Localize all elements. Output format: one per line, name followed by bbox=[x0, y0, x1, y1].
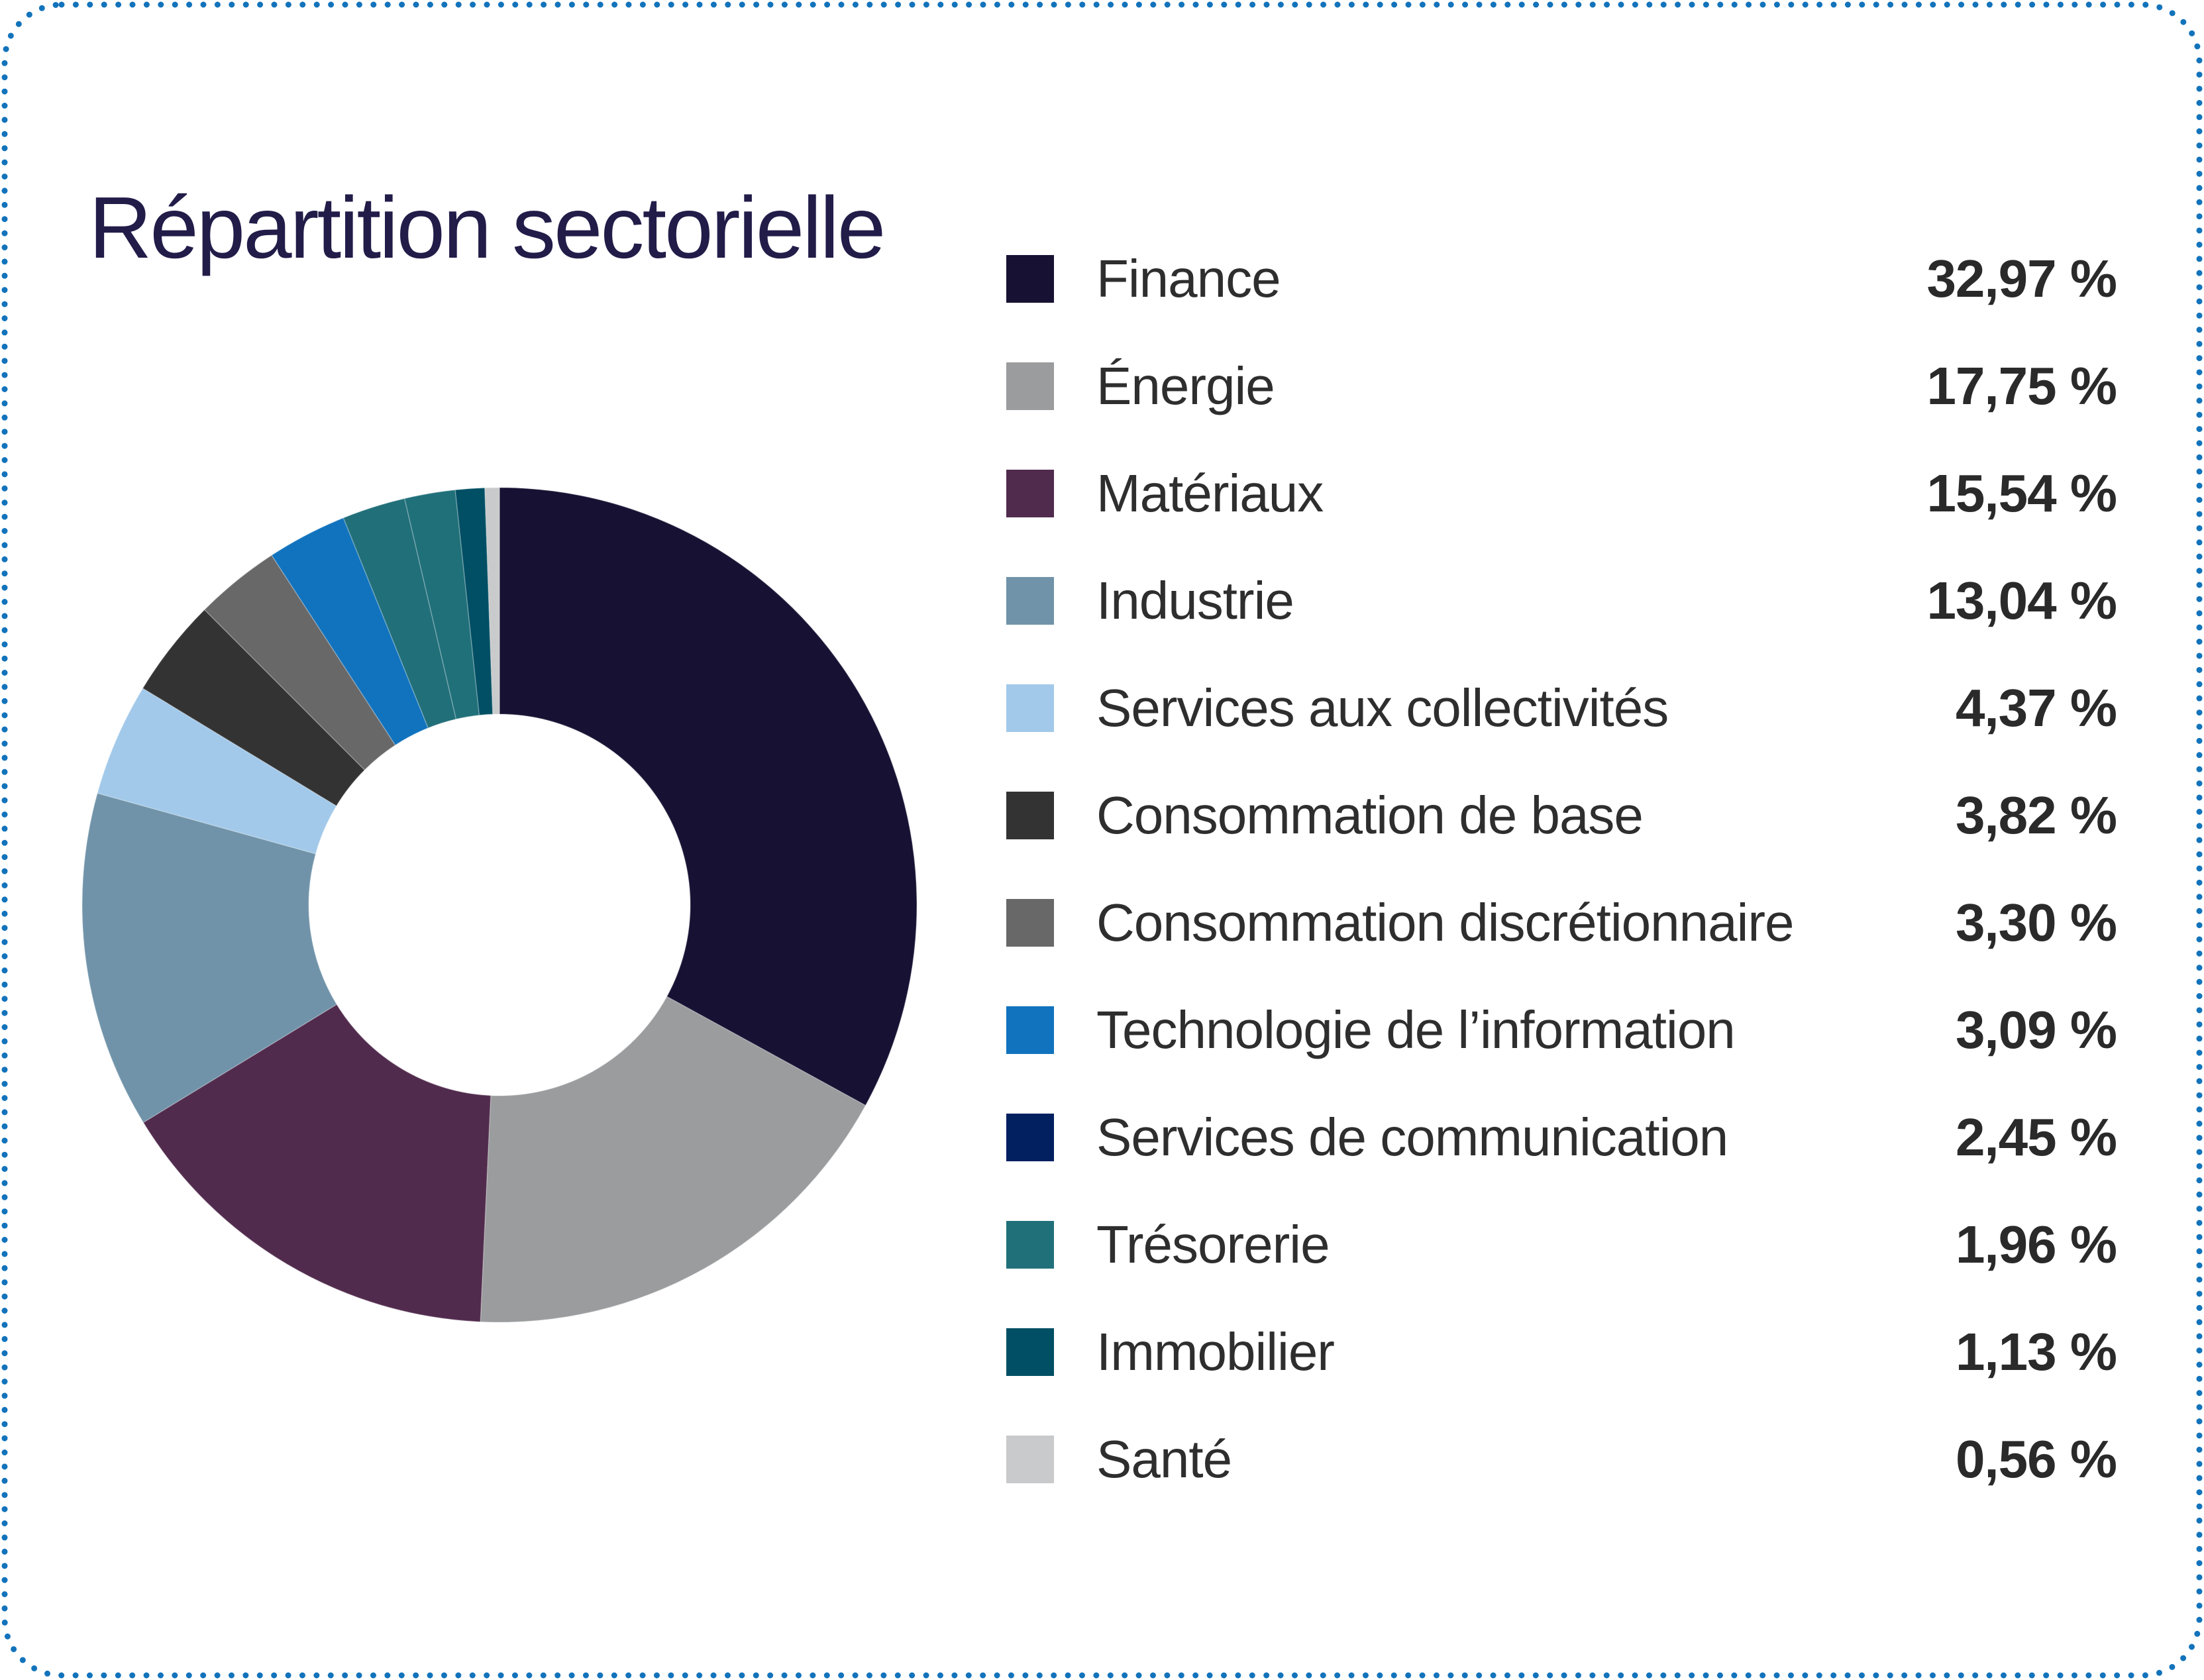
donut-slice bbox=[499, 488, 917, 1106]
legend-value: 4,37 % bbox=[1955, 678, 2117, 737]
legend-value: 15,54 % bbox=[1926, 464, 2117, 523]
legend-value: 32,97 % bbox=[1926, 249, 2117, 308]
legend-label: Énergie bbox=[1096, 356, 1275, 415]
donut-slice bbox=[142, 609, 366, 807]
legend-label: Immobilier bbox=[1096, 1322, 1335, 1381]
legend-row: Trésorerie 1,96 % bbox=[1006, 1191, 2117, 1298]
legend-swatch bbox=[1006, 1114, 1054, 1161]
legend-row: Matériaux 15,54 % bbox=[1006, 440, 2117, 547]
donut-slice bbox=[82, 792, 337, 1124]
donut-chart bbox=[82, 488, 917, 1322]
legend-label: Finance bbox=[1096, 249, 1281, 308]
legend: Finance 32,97 % Énergie 17,75 % Matériaux 15,… bbox=[1006, 225, 2117, 1513]
page-title: Répartition sectorielle bbox=[89, 179, 886, 276]
legend-row: Immobilier 1,13 % bbox=[1006, 1298, 2117, 1406]
legend-row: Santé 0,56 % bbox=[1006, 1406, 2117, 1513]
legend-value: 1,13 % bbox=[1955, 1322, 2117, 1381]
legend-label: Industrie bbox=[1096, 571, 1294, 630]
legend-row: Technologie de l’information 3,09 % bbox=[1006, 976, 2117, 1084]
legend-value: 13,04 % bbox=[1926, 571, 2117, 630]
legend-row: Consommation de base 3,82 % bbox=[1006, 762, 2117, 869]
legend-swatch bbox=[1006, 1221, 1054, 1269]
legend-value: 17,75 % bbox=[1926, 356, 2117, 415]
legend-swatch bbox=[1006, 899, 1054, 947]
legend-row: Services de communication 2,45 % bbox=[1006, 1084, 2117, 1191]
legend-value: 0,56 % bbox=[1955, 1430, 2117, 1489]
legend-row: Services aux collectivités 4,37 % bbox=[1006, 655, 2117, 762]
legend-label: Matériaux bbox=[1096, 464, 1324, 523]
legend-value: 3,82 % bbox=[1955, 786, 2117, 845]
legend-swatch bbox=[1006, 470, 1054, 517]
legend-label: Services aux collectivités bbox=[1096, 678, 1669, 737]
legend-swatch bbox=[1006, 577, 1054, 625]
legend-row: Énergie 17,75 % bbox=[1006, 333, 2117, 440]
donut-slice bbox=[97, 688, 337, 855]
donut-slice bbox=[404, 489, 480, 720]
legend-swatch bbox=[1006, 255, 1054, 303]
donut-slice bbox=[480, 996, 866, 1322]
legend-label: Services de communication bbox=[1096, 1108, 1728, 1167]
donut-slice bbox=[203, 554, 396, 771]
legend-value: 2,45 % bbox=[1955, 1108, 2117, 1167]
donut-slice bbox=[142, 1004, 492, 1322]
legend-row: Finance 32,97 % bbox=[1006, 225, 2117, 333]
legend-label: Consommation discrétionnaire bbox=[1096, 893, 1795, 952]
legend-value: 3,09 % bbox=[1955, 1000, 2117, 1059]
legend-swatch bbox=[1006, 684, 1054, 732]
legend-row: Consommation discrétionnaire 3,30 % bbox=[1006, 869, 2117, 976]
legend-swatch bbox=[1006, 1436, 1054, 1483]
legend-swatch bbox=[1006, 792, 1054, 839]
legend-swatch bbox=[1006, 1006, 1054, 1054]
legend-label: Technologie de l’information bbox=[1096, 1000, 1736, 1059]
legend-value: 1,96 % bbox=[1955, 1215, 2117, 1274]
legend-label: Trésorerie bbox=[1096, 1215, 1330, 1274]
legend-label: Santé bbox=[1096, 1430, 1232, 1489]
legend-label: Consommation de base bbox=[1096, 786, 1644, 845]
legend-value: 3,30 % bbox=[1955, 893, 2117, 952]
legend-row: Industrie 13,04 % bbox=[1006, 547, 2117, 655]
donut-slice bbox=[484, 488, 500, 715]
legend-swatch bbox=[1006, 1328, 1054, 1376]
legend-swatch bbox=[1006, 362, 1054, 410]
